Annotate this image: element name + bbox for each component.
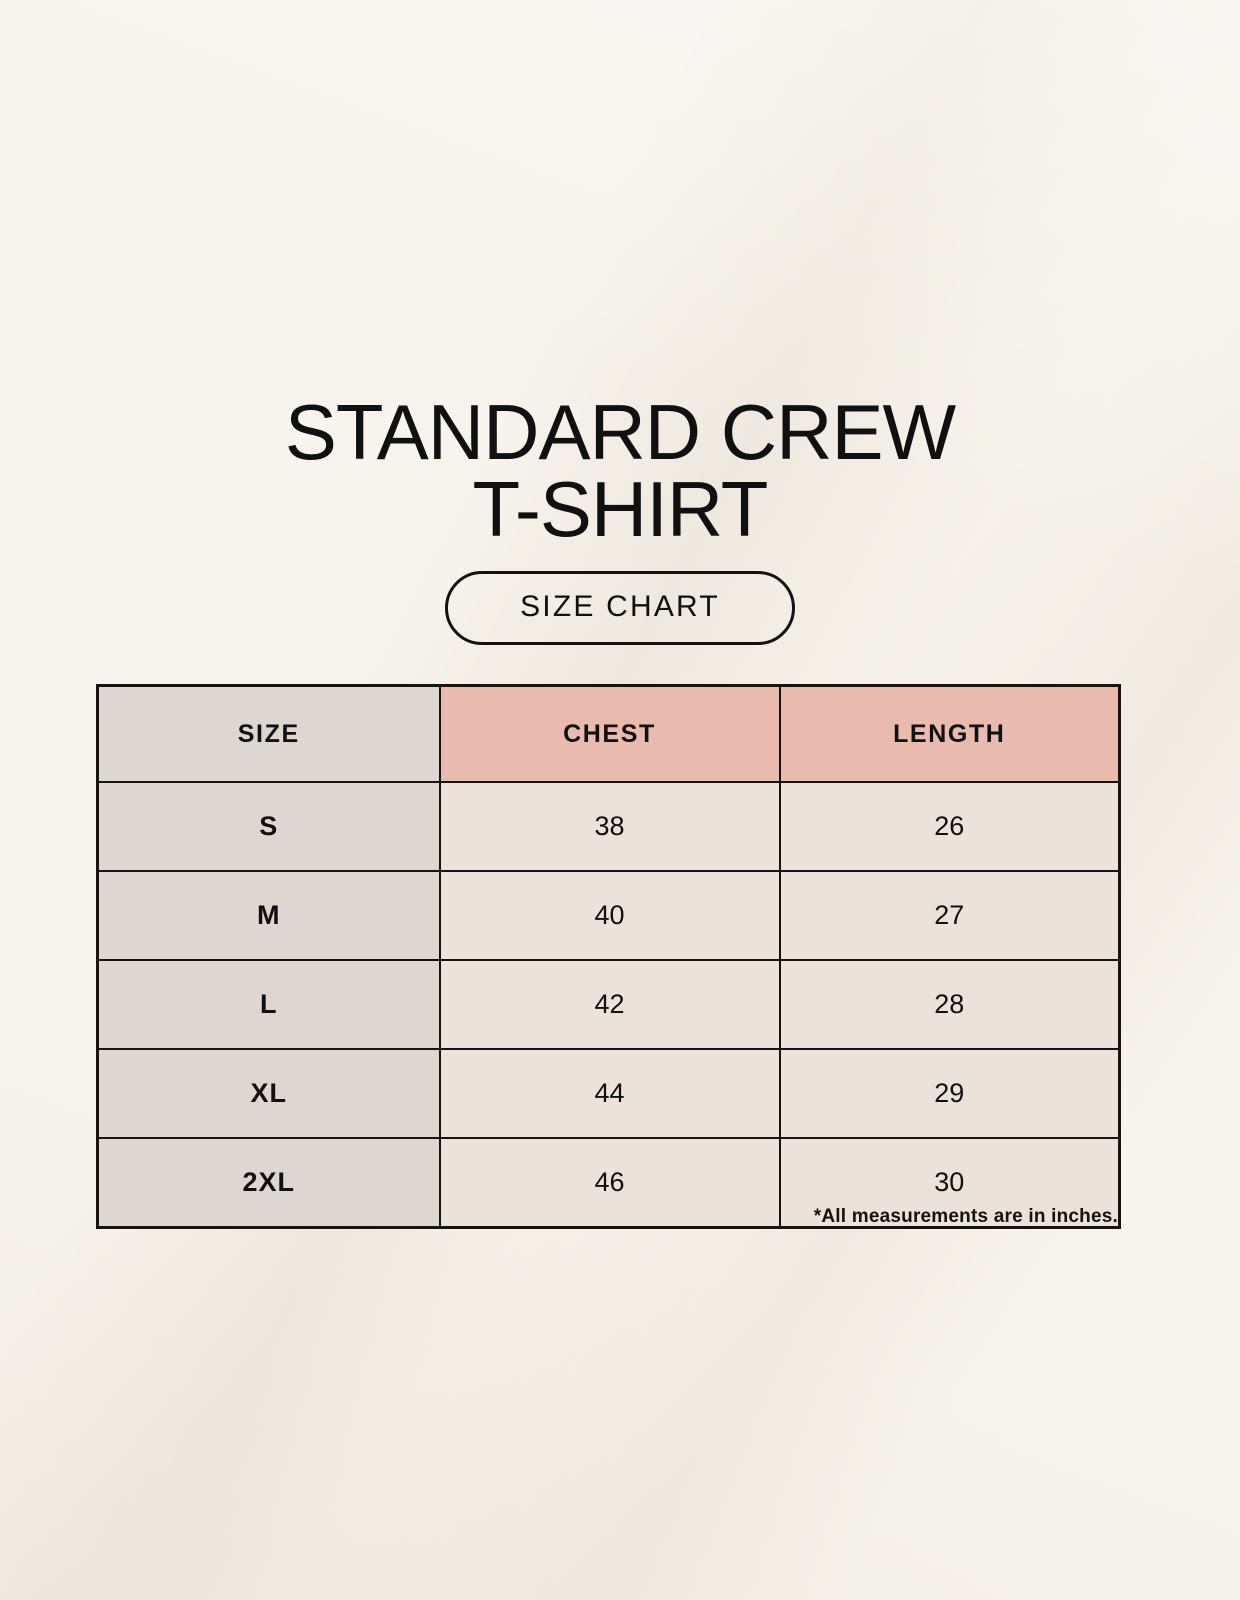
cell-chest: 42: [438, 959, 781, 1050]
table-row: S 38 26: [96, 781, 1121, 872]
size-chart-badge-container: SIZE CHART: [0, 571, 1240, 645]
table-row: XL 44 29: [96, 1048, 1121, 1139]
cell-chest: 46: [438, 1137, 781, 1229]
size-table-container: SIZE CHEST LENGTH S 38 26 M 40 27 L: [96, 684, 1121, 1229]
table-row: 2XL 46 30: [96, 1137, 1121, 1229]
page-title-line-2: T-SHIRT: [472, 464, 769, 553]
cell-size: XL: [96, 1048, 441, 1139]
measurement-footnote: *All measurements are in inches.: [813, 1206, 1118, 1227]
cell-length: 30: [778, 1137, 1121, 1229]
column-header-chest: CHEST: [438, 684, 781, 783]
size-chart-badge: SIZE CHART: [445, 571, 795, 645]
page-title-line-1: STANDARD CREW: [284, 388, 956, 477]
column-header-size: SIZE: [96, 684, 441, 783]
cell-length: 27: [778, 870, 1121, 961]
size-table-body: S 38 26 M 40 27 L 42 28 XL 44 29: [96, 781, 1121, 1229]
table-header-row: SIZE CHEST LENGTH: [96, 684, 1121, 783]
cell-length: 26: [778, 781, 1121, 872]
cell-size: L: [96, 959, 441, 1050]
cell-chest: 40: [438, 870, 781, 961]
cell-chest: 44: [438, 1048, 781, 1139]
page-title: STANDARD CREW T-SHIRT: [0, 388, 1240, 553]
cell-length: 29: [778, 1048, 1121, 1139]
size-table-head: SIZE CHEST LENGTH: [96, 684, 1121, 783]
cell-length: 28: [778, 959, 1121, 1050]
size-table: SIZE CHEST LENGTH S 38 26 M 40 27 L: [96, 684, 1121, 1229]
cell-size: M: [96, 870, 441, 961]
table-row: L 42 28: [96, 959, 1121, 1050]
cell-chest: 38: [438, 781, 781, 872]
cell-size: S: [96, 781, 441, 872]
column-header-length: LENGTH: [778, 684, 1121, 783]
table-row: M 40 27: [96, 870, 1121, 961]
cell-size: 2XL: [96, 1137, 441, 1229]
